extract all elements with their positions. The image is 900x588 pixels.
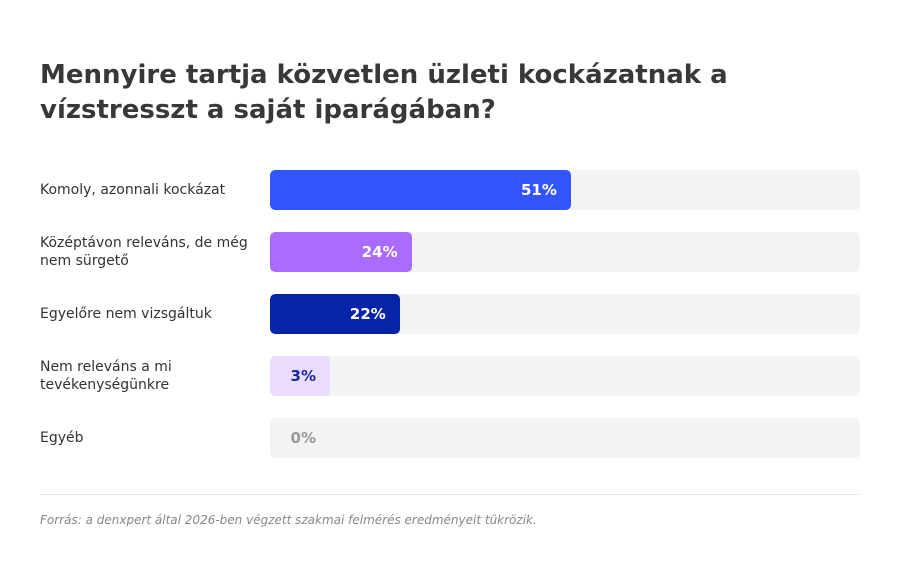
value-label: 24% bbox=[361, 243, 398, 261]
chart-title: Mennyire tartja közvetlen üzleti kockáza… bbox=[40, 60, 728, 125]
bar-row: Nem releváns a mi tevékenységünkre 3% bbox=[40, 356, 860, 396]
divider bbox=[40, 494, 860, 495]
bar bbox=[270, 232, 412, 272]
bar-track: 24% bbox=[270, 232, 860, 272]
value-label: 3% bbox=[290, 367, 316, 385]
category-label: Komoly, azonnali kockázat bbox=[40, 182, 226, 198]
bar bbox=[270, 170, 571, 210]
bar-track: 51% bbox=[270, 170, 860, 210]
category-label: Egyelőre nem vizsgáltuk bbox=[40, 306, 212, 322]
category-label: Középtávon releváns, de még nem sürgető bbox=[40, 235, 248, 269]
source-note: Forrás: a denxpert által 2026-ben végzet… bbox=[40, 513, 537, 527]
bar bbox=[270, 356, 330, 396]
bar-row: Középtávon releváns, de még nem sürgető 2… bbox=[40, 232, 860, 272]
bar-row: Egyéb 0% bbox=[40, 418, 860, 458]
bar-row: Egyelőre nem vizsgáltuk 22% bbox=[40, 294, 860, 334]
value-label: 22% bbox=[349, 305, 386, 323]
value-label: 51% bbox=[521, 181, 557, 199]
category-label: Egyéb bbox=[40, 430, 84, 446]
bar-track: 22% bbox=[270, 294, 860, 334]
bar bbox=[270, 294, 400, 334]
bar-track: 3% bbox=[270, 356, 860, 396]
bar-row: Komoly, azonnali kockázat 51% bbox=[40, 170, 860, 210]
category-label: Nem releváns a mi tevékenységünkre bbox=[40, 359, 172, 393]
value-label: 0% bbox=[290, 429, 316, 447]
bar-track: 0% bbox=[270, 418, 860, 458]
